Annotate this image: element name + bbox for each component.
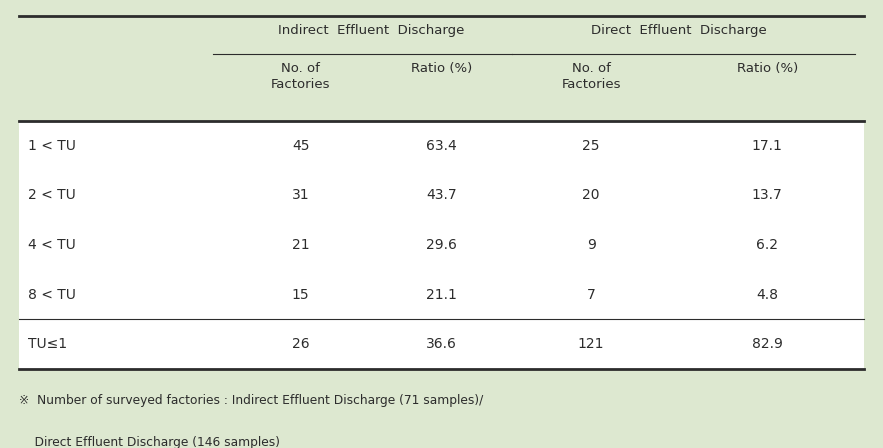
Text: 1 < TU: 1 < TU (27, 139, 76, 153)
Text: Direct Effluent Discharge (146 samples): Direct Effluent Discharge (146 samples) (19, 436, 280, 448)
Text: 2 < TU: 2 < TU (27, 189, 76, 202)
Text: 63.4: 63.4 (426, 139, 457, 153)
Text: Direct  Effluent  Discharge: Direct Effluent Discharge (592, 25, 767, 38)
Text: No. of
Factories: No. of Factories (271, 62, 330, 91)
Text: 82.9: 82.9 (751, 337, 782, 351)
Text: 45: 45 (292, 139, 309, 153)
Text: 21.1: 21.1 (426, 288, 457, 302)
Text: 9: 9 (586, 238, 595, 252)
Text: TU≤1: TU≤1 (27, 337, 67, 351)
Text: 121: 121 (577, 337, 604, 351)
Text: 6.2: 6.2 (756, 238, 778, 252)
Text: 17.1: 17.1 (751, 139, 782, 153)
Text: 21: 21 (292, 238, 309, 252)
Text: ※  Number of surveyed factories : Indirect Effluent Discharge (71 samples)/: ※ Number of surveyed factories : Indirec… (19, 394, 483, 407)
Text: 7: 7 (587, 288, 595, 302)
Text: 36.6: 36.6 (426, 337, 457, 351)
Text: 25: 25 (583, 139, 600, 153)
Text: 13.7: 13.7 (751, 189, 782, 202)
Text: Ratio (%): Ratio (%) (736, 62, 798, 75)
Text: 4.8: 4.8 (756, 288, 778, 302)
FancyBboxPatch shape (19, 121, 864, 369)
Text: 29.6: 29.6 (426, 238, 457, 252)
Text: 20: 20 (583, 189, 600, 202)
Text: 31: 31 (292, 189, 309, 202)
Text: 8 < TU: 8 < TU (27, 288, 76, 302)
Text: 4 < TU: 4 < TU (27, 238, 76, 252)
Text: Ratio (%): Ratio (%) (411, 62, 472, 75)
Text: No. of
Factories: No. of Factories (562, 62, 621, 91)
Text: 43.7: 43.7 (426, 189, 457, 202)
Text: Indirect  Effluent  Discharge: Indirect Effluent Discharge (278, 25, 464, 38)
Text: 15: 15 (292, 288, 309, 302)
Text: 26: 26 (292, 337, 309, 351)
